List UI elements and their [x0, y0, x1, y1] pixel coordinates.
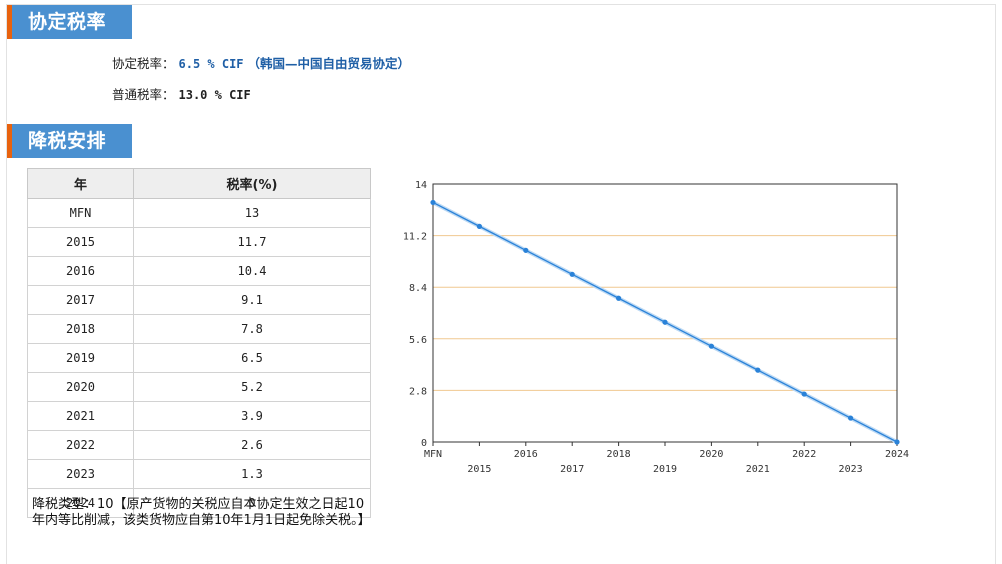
x-tick-label: 2020	[699, 449, 723, 460]
x-tick-label: 2022	[792, 449, 816, 460]
cell-year: 2024	[27, 488, 134, 518]
table-header-row: 年 税率(%)	[27, 168, 371, 199]
x-tick-label: 2016	[514, 449, 538, 460]
data-point	[569, 271, 575, 277]
cell-year: 2018	[27, 314, 134, 344]
x-tick-label: 2024	[885, 449, 909, 460]
table-row: 2021 3.9	[27, 401, 371, 431]
y-tick-label: 11.2	[403, 232, 427, 243]
cell-rate: 1.3	[133, 459, 371, 489]
table-row: 2015 11.7	[27, 227, 371, 257]
table-row: 2018 7.8	[27, 314, 371, 344]
content-frame	[6, 4, 996, 564]
x-tick-label: 2021	[746, 464, 770, 475]
cell-year: 2021	[27, 401, 134, 431]
data-point	[662, 319, 668, 325]
data-point	[616, 295, 622, 301]
header-year: 年	[27, 168, 134, 199]
cell-year: 2020	[27, 372, 134, 402]
cell-rate: 13	[133, 198, 371, 228]
data-point	[848, 415, 854, 421]
cell-rate: 7.8	[133, 314, 371, 344]
agreement-rate-label: 协定税率：	[112, 56, 175, 71]
y-tick-label: 0	[421, 438, 427, 449]
cell-rate: 6.5	[133, 343, 371, 373]
data-point	[523, 247, 529, 253]
x-tick-label: 2018	[607, 449, 631, 460]
y-tick-label: 5.6	[409, 335, 427, 346]
x-tick-label: 2017	[560, 464, 584, 475]
section-title-agreement-rate: 协定税率	[7, 5, 132, 39]
data-point	[894, 439, 900, 445]
cell-year: 2015	[27, 227, 134, 257]
table-row: 2024 0	[27, 488, 371, 518]
x-tick-label: MFN	[424, 449, 442, 460]
agreement-rate-line: 协定税率： 6.5 % CIF （韩国—中国自由贸易协定）	[112, 55, 410, 73]
agreement-rate-note: （韩国—中国自由贸易协定）	[247, 56, 411, 71]
y-tick-label: 8.4	[409, 283, 427, 294]
table-row: 2019 6.5	[27, 343, 371, 373]
reduction-type-note: 降税类型：10【原产货物的关税应自本协定生效之日起10年内等比削减，该类货物应自…	[32, 497, 371, 528]
cell-rate: 10.4	[133, 256, 371, 286]
section-title-reduction-schedule: 降税安排	[7, 124, 132, 158]
table-row: 2017 9.1	[27, 285, 371, 315]
data-point	[755, 367, 761, 373]
x-tick-label: 2015	[467, 464, 491, 475]
x-tick-label: 2019	[653, 464, 677, 475]
table-row: 2023 1.3	[27, 459, 371, 489]
data-point	[430, 199, 436, 206]
data-point	[476, 223, 482, 229]
agreement-rate-value: 6.5 % CIF	[178, 57, 244, 71]
cell-year: 2019	[27, 343, 134, 373]
general-rate-value: 13.0 % CIF	[178, 88, 251, 102]
table-row: 2016 10.4	[27, 256, 371, 286]
cell-rate: 5.2	[133, 372, 371, 402]
tariff-line-chart: 0 2.8 5.6 8.4 11.2 14 MFN 2015 2016 2017 2018 2019 2…	[403, 180, 909, 475]
cell-rate: 11.7	[133, 227, 371, 257]
data-point	[801, 391, 807, 397]
cell-rate: 9.1	[133, 285, 371, 315]
general-rate-line: 普通税率： 13.0 % CIF	[112, 86, 251, 104]
header-rate: 税率(%)	[133, 168, 371, 199]
cell-year: MFN	[27, 198, 134, 228]
cell-year: 2016	[27, 256, 134, 286]
cell-rate: 3.9	[133, 401, 371, 431]
plot-area-border	[432, 183, 898, 443]
y-tick-label: 2.8	[409, 386, 427, 397]
y-tick-label: 14	[415, 180, 427, 191]
cell-year: 2022	[27, 430, 134, 460]
table-row: MFN 13	[27, 198, 371, 228]
general-rate-label: 普通税率：	[112, 87, 175, 102]
reduction-table: 年 税率(%) MFN 13 2015 11.7 2016 10.4 2017 9.1 2018…	[27, 168, 371, 518]
cell-rate: 0	[133, 488, 371, 518]
data-point	[708, 343, 714, 349]
table-row: 2022 2.6	[27, 430, 371, 460]
cell-year: 2023	[27, 459, 134, 489]
table-row: 2020 5.2	[27, 372, 371, 402]
x-tick-label: 2023	[839, 464, 863, 475]
cell-year: 2017	[27, 285, 134, 315]
cell-rate: 2.6	[133, 430, 371, 460]
